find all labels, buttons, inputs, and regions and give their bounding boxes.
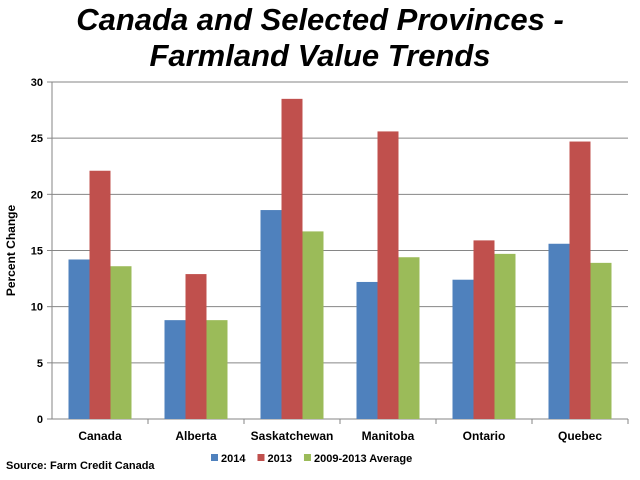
x-tick-label: Quebec <box>558 429 602 443</box>
bar-2009-2013-average-saskatchewan <box>302 231 324 419</box>
legend-swatch <box>257 454 265 461</box>
bar-2013-manitoba <box>377 131 399 419</box>
y-tick-label: 0 <box>37 414 43 426</box>
y-tick-label: 30 <box>31 77 43 89</box>
x-tick-label: Canada <box>78 429 122 443</box>
x-tick-label: Alberta <box>175 429 217 443</box>
bar-2013-ontario <box>473 240 495 419</box>
bar-2009-2013-average-manitoba <box>398 257 420 419</box>
bar-2014-alberta <box>164 320 186 419</box>
x-tick-label: Manitoba <box>362 429 415 443</box>
y-tick-label: 20 <box>31 189 43 201</box>
legend-swatch <box>211 454 218 461</box>
bar-2014-ontario <box>452 279 474 419</box>
y-tick-label: 25 <box>31 133 43 145</box>
bar-2013-alberta <box>185 274 207 419</box>
chart-title: Canada and Selected Provinces - <box>76 2 564 37</box>
bar-2014-quebec <box>548 243 570 419</box>
source-note: Source: Farm Credit Canada <box>6 460 155 472</box>
bar-2013-quebec <box>569 141 591 419</box>
legend-label: 2014 <box>221 453 246 465</box>
legend-label: 2009-2013 Average <box>314 453 412 465</box>
x-tick-label: Saskatchewan <box>251 429 334 443</box>
bar-2009-2013-average-quebec <box>590 262 612 419</box>
y-tick-label: 10 <box>31 302 43 314</box>
bar-2009-2013-average-canada <box>110 266 132 419</box>
bar-2014-manitoba <box>356 281 378 419</box>
x-tick-label: Ontario <box>463 429 506 443</box>
bar-2013-canada <box>89 170 111 419</box>
y-tick-label: 5 <box>37 358 43 370</box>
legend-label: 2013 <box>267 453 291 465</box>
bar-2009-2013-average-alberta <box>206 320 228 419</box>
bar-2013-saskatchewan <box>281 98 303 419</box>
chart-subtitle: Farmland Value Trends <box>149 38 491 73</box>
y-tick-label: 15 <box>31 246 43 258</box>
bar-2014-saskatchewan <box>260 210 282 419</box>
bar-2009-2013-average-ontario <box>494 253 516 419</box>
bar-2014-canada <box>68 259 90 419</box>
y-axis-label: Percent Change <box>4 204 18 296</box>
legend-swatch <box>303 454 311 461</box>
